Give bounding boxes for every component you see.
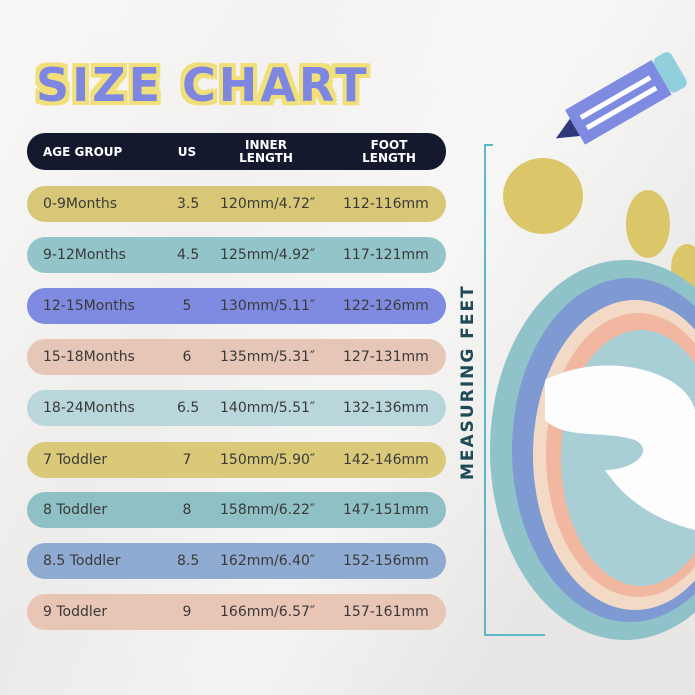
age-cell: 9 Toddler (43, 604, 108, 620)
inner-length-cell: 140mm/5.51″ (220, 400, 316, 416)
inner-length-cell: 135mm/5.31″ (220, 349, 316, 365)
inner-length-cell: 158mm/6.22″ (220, 502, 316, 518)
us-cell: 4.5 (177, 247, 200, 263)
table-row: 9 Toddler 9 166mm/6.57″ 157-161mm (27, 594, 446, 630)
foot-length-cell: 127-131mm (343, 349, 429, 365)
foot-length-cell: 132-136mm (343, 400, 429, 416)
foot-print-white (545, 365, 695, 530)
age-cell: 7 Toddler (43, 452, 108, 468)
header-age-group: AGE GROUP (43, 144, 123, 159)
us-cell: 7 (182, 452, 192, 468)
foot-length-cell: 122-126mm (343, 298, 429, 314)
inner-length-cell: 150mm/5.90″ (220, 452, 316, 468)
foot-length-cell: 117-121mm (343, 247, 429, 263)
us-cell: 5 (182, 298, 192, 314)
table-row: 8.5 Toddler 8.5 162mm/6.40″ 152-156mm (27, 543, 446, 579)
us-cell: 6.5 (177, 400, 200, 416)
age-cell: 12-15Months (43, 298, 135, 314)
inner-length-cell: 120mm/4.72″ (220, 196, 316, 212)
us-cell: 8 (182, 502, 192, 518)
age-cell: 18-24Months (43, 400, 135, 416)
pencil-icon (555, 52, 687, 145)
toe-2 (626, 190, 670, 258)
age-cell: 8 Toddler (43, 502, 108, 518)
us-cell: 8.5 (177, 553, 200, 569)
measuring-feet-label: MEASURING FEET (458, 284, 478, 480)
header-inner-line2: LENGTH (239, 150, 293, 165)
age-cell: 8.5 Toddler (43, 553, 121, 569)
header-foot-line2: LENGTH (362, 150, 416, 165)
table-row: 7 Toddler 7 150mm/5.90″ 142-146mm (27, 442, 446, 478)
table-row: 8 Toddler 8 158mm/6.22″ 147-151mm (27, 492, 446, 528)
us-cell: 6 (182, 349, 192, 365)
foot-length-cell: 112-116mm (343, 196, 429, 212)
table-row: 0-9Months 3.5 120mm/4.72″ 112-116mm (27, 186, 446, 222)
header-foot-length: FOOT LENGTH (349, 137, 429, 165)
ruler-bracket (484, 144, 545, 636)
table-row: 12-15Months 5 130mm/5.11″ 122-126mm (27, 288, 446, 324)
table-row: 15-18Months 6 135mm/5.31″ 127-131mm (27, 339, 446, 375)
inner-length-cell: 125mm/4.92″ (220, 247, 316, 263)
foot-length-cell: 152-156mm (343, 553, 429, 569)
us-cell: 3.5 (177, 196, 200, 212)
inner-length-cell: 166mm/6.57″ (220, 604, 316, 620)
age-cell: 15-18Months (43, 349, 135, 365)
header-us: US (177, 144, 197, 159)
header-inner-length: INNER LENGTH (232, 137, 300, 165)
toe-big (503, 158, 583, 234)
age-cell: 0-9Months (43, 196, 118, 212)
header-foot-line1: FOOT (370, 137, 408, 152)
inner-length-cell: 130mm/5.11″ (220, 298, 316, 314)
header-inner-line1: INNER (245, 137, 287, 152)
table-row: 9-12Months 4.5 125mm/4.92″ 117-121mm (27, 237, 446, 273)
foot-length-cell: 157-161mm (343, 604, 429, 620)
inner-length-cell: 162mm/6.40″ (220, 553, 316, 569)
foot-length-cell: 142-146mm (343, 452, 429, 468)
table-header: AGE GROUP US INNER LENGTH FOOT LENGTH (27, 133, 446, 170)
us-cell: 9 (182, 604, 192, 620)
table-row: 18-24Months 6.5 140mm/5.51″ 132-136mm (27, 390, 446, 426)
age-cell: 9-12Months (43, 247, 126, 263)
foot-length-cell: 147-151mm (343, 502, 429, 518)
page-title: SIZE CHART (36, 58, 370, 112)
footprint-illustration (484, 52, 695, 640)
